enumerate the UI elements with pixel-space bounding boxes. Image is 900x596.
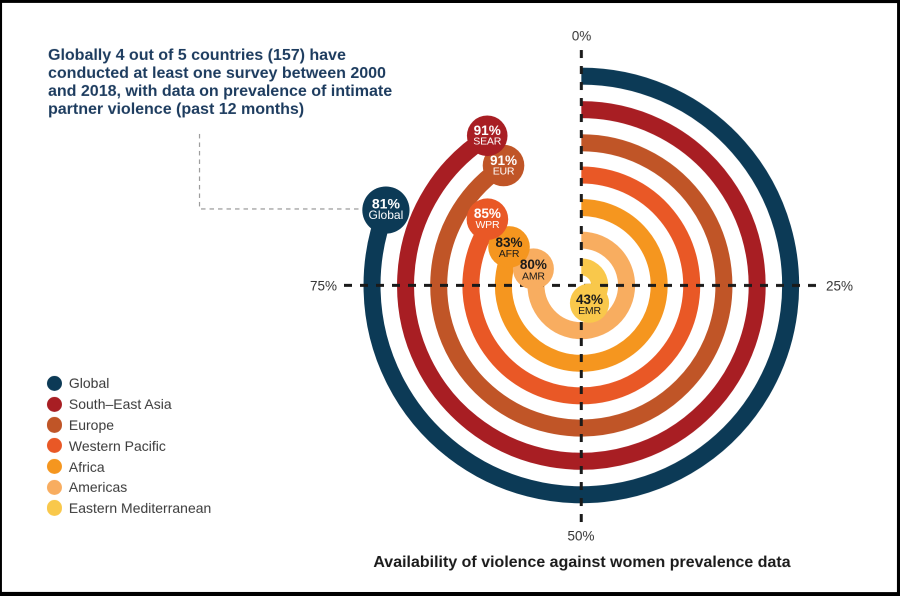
svg-text:AMR: AMR	[522, 270, 545, 282]
svg-text:25%: 25%	[826, 279, 853, 294]
svg-text:50%: 50%	[567, 529, 594, 544]
svg-text:75%: 75%	[310, 278, 337, 293]
svg-text:80%: 80%	[520, 257, 547, 272]
svg-text:EUR: EUR	[493, 165, 515, 177]
svg-text:0%: 0%	[572, 29, 592, 44]
svg-text:SEAR: SEAR	[473, 136, 501, 148]
svg-text:EMR: EMR	[578, 305, 601, 317]
svg-text:81%: 81%	[372, 195, 401, 211]
svg-text:Global: Global	[369, 208, 404, 222]
svg-text:85%: 85%	[474, 206, 501, 221]
svg-text:91%: 91%	[490, 153, 517, 168]
svg-text:43%: 43%	[576, 292, 603, 307]
svg-text:83%: 83%	[495, 235, 522, 250]
svg-text:91%: 91%	[474, 123, 501, 138]
svg-text:AFR: AFR	[499, 248, 520, 260]
svg-text:WPR: WPR	[475, 219, 500, 231]
